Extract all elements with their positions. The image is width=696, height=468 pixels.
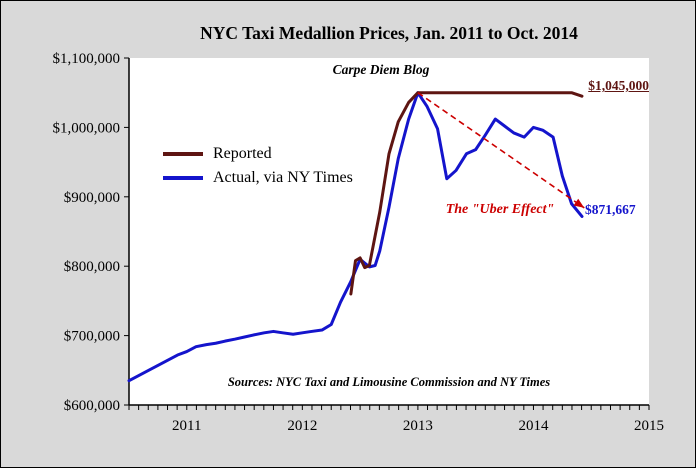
y-tick-label: $700,000 <box>64 329 120 345</box>
legend-item-actual: Actual, via NY Times <box>163 166 353 190</box>
legend-label-actual: Actual, via NY Times <box>213 169 353 186</box>
legend-label-reported: Reported <box>213 145 272 162</box>
annotation-blog-watermark: Carpe Diem Blog <box>332 62 430 77</box>
plot-area <box>129 58 649 405</box>
annotation-uber-effect: The "Uber Effect" <box>445 202 555 217</box>
annotation-actual-value: $871,667 <box>585 202 636 217</box>
x-tick-label: 2013 <box>403 418 433 434</box>
x-tick-label: 2012 <box>287 418 317 434</box>
y-tick-label: $600,000 <box>64 398 120 414</box>
legend-item-reported: Reported <box>163 142 353 166</box>
annotation-sources: Sources: NYC Taxi and Limousine Commissi… <box>227 375 551 389</box>
uber-effect-arrowhead <box>573 198 585 208</box>
y-tick-label: $900,000 <box>64 190 120 206</box>
uber-effect-arrow <box>417 92 585 209</box>
x-tick-label: 2014 <box>518 418 549 434</box>
x-tick-label: 2011 <box>172 418 201 434</box>
x-tick-label: 2015 <box>634 418 664 434</box>
legend-swatch-reported <box>163 152 203 156</box>
legend: Reported Actual, via NY Times <box>163 142 353 190</box>
y-tick-label: $1,000,000 <box>53 120 121 136</box>
annotation-reported-value: $1,045,000 <box>588 78 649 93</box>
y-tick-label: $800,000 <box>64 259 120 275</box>
chart-title: NYC Taxi Medallion Prices, Jan. 2011 to … <box>200 23 578 43</box>
y-tick-label: $1,100,000 <box>53 51 121 67</box>
legend-swatch-actual <box>163 176 203 180</box>
series-line <box>349 91 584 296</box>
